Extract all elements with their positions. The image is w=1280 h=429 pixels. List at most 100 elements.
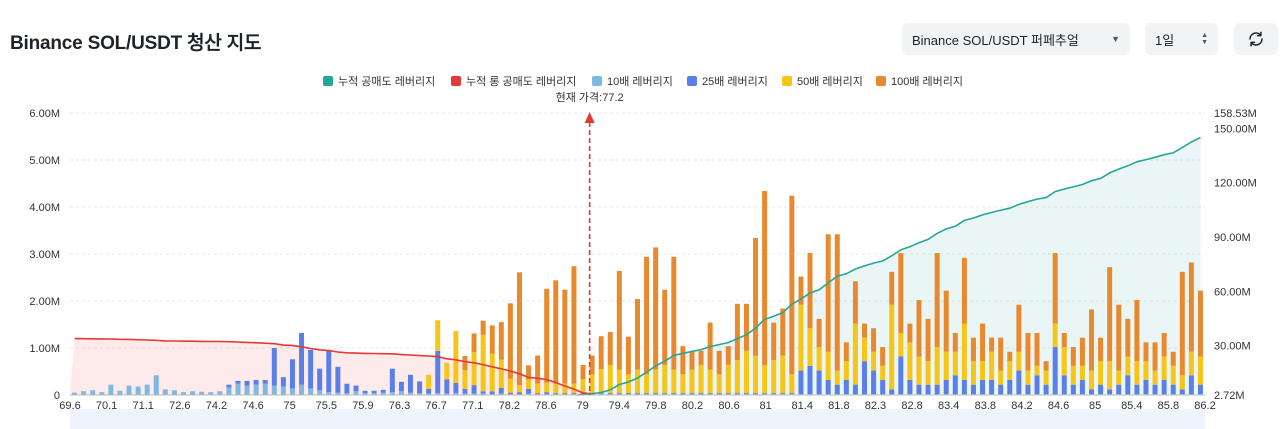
bar-10x: [380, 392, 386, 395]
bar-50x: [562, 383, 568, 394]
bar-10x: [798, 394, 804, 395]
bar-10x: [807, 394, 813, 395]
bar-10x: [625, 394, 631, 395]
refresh-icon: [1249, 31, 1263, 47]
bar-25x: [498, 387, 504, 394]
bar-100x: [980, 323, 986, 362]
bar-100x: [1034, 332, 1040, 366]
bar-10x: [952, 394, 958, 395]
bar-50x: [970, 361, 976, 385]
bar-10x: [780, 394, 786, 395]
x-tick-label: 77.1: [462, 400, 483, 412]
bar-50x: [852, 323, 858, 385]
bar-25x: [371, 390, 377, 394]
x-tick-label: 76.7: [425, 400, 446, 412]
bar-50x: [889, 304, 895, 390]
x-tick-label: 74.2: [206, 400, 227, 412]
bar-10x: [707, 394, 713, 395]
bar-50x: [553, 383, 559, 394]
bar-100x: [1197, 290, 1203, 357]
bar-10x: [644, 394, 650, 395]
bar-100x: [780, 308, 786, 356]
bar-10x: [1116, 394, 1122, 395]
bar-50x: [907, 342, 913, 380]
bar-25x: [1161, 379, 1167, 395]
bar-10x: [426, 393, 432, 395]
bar-25x: [943, 379, 949, 395]
bar-25x: [598, 392, 604, 394]
period-select[interactable]: 1일 ▲ ▼: [1145, 23, 1218, 55]
bar-10x: [516, 394, 522, 395]
bar-10x: [326, 392, 332, 395]
bar-100x: [725, 346, 731, 365]
bar-50x: [980, 361, 986, 380]
bar-100x: [1016, 304, 1022, 352]
bar-100x: [707, 322, 713, 370]
bar-100x: [925, 318, 931, 362]
x-axis-range-band: [70, 409, 1205, 429]
bar-25x: [916, 384, 922, 395]
bar-100x: [598, 336, 604, 370]
bar-10x: [444, 393, 450, 395]
bar-100x: [471, 333, 477, 353]
bar-25x: [1188, 375, 1194, 395]
bar-25x: [771, 393, 777, 395]
bar-100x: [961, 257, 967, 324]
bar-100x: [825, 234, 831, 352]
legend-swatch: [782, 76, 792, 86]
bar-25x: [326, 349, 332, 393]
bar-25x: [1016, 370, 1022, 395]
bar-10x: [199, 391, 205, 395]
bar-100x: [671, 256, 677, 370]
bar-25x: [462, 388, 468, 394]
x-tick-label: 78.2: [499, 400, 520, 412]
bar-100x: [689, 350, 695, 370]
bar-100x: [516, 272, 522, 386]
bar-10x: [789, 394, 795, 395]
bar-10x: [498, 393, 504, 395]
bar-10x: [716, 394, 722, 395]
bar-25x: [816, 370, 822, 395]
bar-25x: [280, 377, 286, 387]
bar-25x: [589, 393, 595, 395]
bar-50x: [435, 320, 441, 351]
bar-10x: [725, 394, 731, 395]
bar-10x: [998, 394, 1004, 395]
bar-50x: [689, 369, 695, 394]
bar-100x: [1152, 342, 1158, 371]
bar-10x: [299, 384, 305, 395]
bar-50x: [644, 374, 650, 394]
y-left-tick-label: 1.00M: [29, 343, 60, 355]
bar-25x: [616, 393, 622, 395]
x-tick-label: 74.6: [242, 400, 263, 412]
bar-10x: [181, 392, 186, 395]
market-select[interactable]: Binance SOL/USDT 퍼페추얼 ▼: [902, 23, 1130, 55]
bar-100x: [862, 323, 867, 338]
bar-50x: [825, 351, 831, 380]
bar-25x: [671, 393, 677, 395]
bar-50x: [1070, 365, 1076, 385]
bar-100x: [852, 281, 858, 324]
bar-50x: [1152, 370, 1158, 385]
bar-25x: [1043, 384, 1049, 395]
bar-50x: [798, 304, 804, 371]
refresh-button[interactable]: [1234, 23, 1278, 55]
bar-50x: [1061, 347, 1067, 376]
bar-10x: [190, 391, 196, 395]
bar-25x: [535, 393, 541, 395]
bar-50x: [580, 379, 586, 394]
bar-10x: [117, 390, 123, 395]
bar-50x: [1079, 365, 1085, 380]
bar-25x: [843, 379, 849, 395]
bar-50x: [453, 331, 459, 383]
bar-10x: [1134, 394, 1140, 395]
bar-25x: [1089, 389, 1094, 395]
bar-10x: [662, 394, 668, 395]
bar-10x: [235, 383, 241, 395]
long-cum-area: [70, 338, 593, 395]
bar-100x: [653, 247, 659, 370]
caret-down-icon: ▼: [1111, 34, 1120, 44]
bar-25x: [825, 379, 831, 395]
bar-10x: [1107, 394, 1113, 395]
bar-10x: [880, 394, 886, 395]
